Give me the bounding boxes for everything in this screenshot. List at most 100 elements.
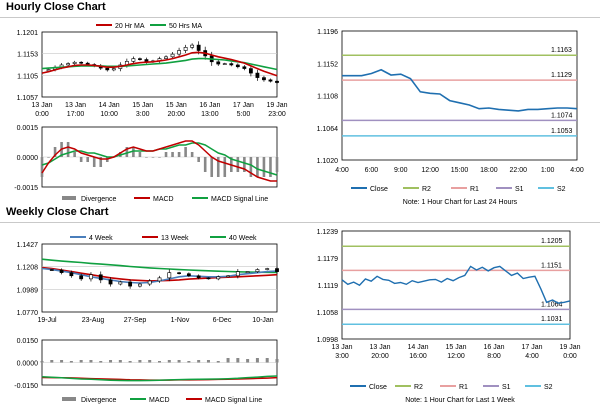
weekly-legend-4week: 4 Week [89, 235, 113, 242]
weekly-candle-body [108, 279, 113, 285]
hourly-x-tick: 20:00 [168, 111, 186, 118]
weekly-candle-body [216, 276, 221, 280]
hourly-pivot-s1-label: 1.1074 [551, 112, 573, 119]
hourly-divergence-bar [47, 157, 50, 158]
hourly-divergence-bar [177, 152, 181, 157]
weekly-macd-y-tick: -0.0150 [14, 383, 38, 390]
weekly-pivot-x-tick: 4:00 [525, 353, 539, 360]
weekly-pivot-x-tick: 16:00 [409, 353, 427, 360]
weekly-pivot-note: Note: 1 Hour Chart for Last 1 Week [405, 397, 515, 404]
hourly-legend-divergence: Divergence [81, 196, 117, 203]
hourly-pivot-y-tick: 1.1196 [317, 29, 338, 36]
hourly-divergence-bar [256, 157, 259, 177]
weekly-divergence-bar [40, 361, 44, 363]
weekly-pivot-legend-s1: S1 [502, 384, 511, 391]
weekly-pivot-r1-label: 1.1151 [541, 262, 562, 269]
hourly-pivot-x-tick: 4:00 [335, 167, 349, 174]
weekly-legend-macd: MACD [149, 397, 170, 404]
hourly-candle-body [79, 61, 84, 64]
weekly-candle-body [196, 275, 201, 279]
weekly-price-y-tick: 1.0989 [17, 287, 39, 294]
weekly-legend-divergence: Divergence [81, 397, 117, 404]
weekly-x-tick: 10-Jan [252, 317, 274, 324]
hourly-x-tick: 3:00 [136, 111, 150, 118]
weekly-pivot-legend-r2: R2 [414, 384, 423, 391]
hourly-divergence-bar [92, 157, 96, 167]
hourly-section-title: Hourly Close Chart [6, 1, 106, 13]
hourly-candle-body [66, 63, 71, 66]
hourly-ma20-line [41, 51, 278, 77]
hourly-divergence-bar [190, 152, 194, 157]
weekly-price-y-tick: 1.1208 [17, 265, 39, 272]
hourly-pivot-x-tick: 22:00 [509, 167, 527, 174]
hourly-divergence-bar [262, 157, 266, 177]
hourly-divergence-bar [145, 157, 148, 158]
hourly-divergence-bar [158, 157, 161, 158]
hourly-pivot-x-tick: 6:00 [365, 167, 379, 174]
hourly-legend-signal: MACD Signal Line [211, 196, 268, 203]
weekly-pivot-y-tick: 1.1239 [317, 229, 339, 236]
weekly-divergence-bar [255, 358, 259, 363]
hourly-pivot-r2-label: 1.1163 [551, 47, 572, 54]
weekly-pivot-x-tick: 13 Jan [331, 344, 352, 351]
weekly-pivot-legend-close: Close [369, 384, 387, 391]
hourly-candle-body [111, 68, 116, 71]
weekly-x-tick: 1-Nov [171, 317, 190, 324]
hourly-pivot-note: Note: 1 Hour Chart for Last 24 Hours [403, 199, 518, 206]
weekly-divergence-bar [167, 360, 171, 363]
weekly-candle-body [79, 275, 84, 280]
hourly-legend-ma20: 20 Hr MA [115, 23, 145, 30]
weekly-macd-line [41, 375, 278, 382]
weekly-divergence-bar [187, 361, 191, 363]
hourly-divergence-bar [210, 157, 214, 177]
weekly-macd-y-tick: 0.0000 [17, 361, 39, 368]
hourly-candle-body [177, 50, 181, 55]
hourly-candle-body [229, 63, 234, 66]
hourly-divergence-bar [151, 157, 155, 158]
hourly-candle-body [72, 61, 77, 64]
hourly-pivot-legend-s1: S1 [515, 186, 524, 193]
hourly-pivot-y-tick: 1.1020 [317, 158, 339, 165]
weekly-divergence-bar [79, 360, 83, 363]
hourly-divergence-bar [53, 147, 57, 157]
weekly-divergence-bar [246, 359, 250, 363]
hourly-pivot-x-tick: 4:00 [570, 167, 584, 174]
weekly-candle-body [206, 277, 211, 280]
hourly-divergence-bar [249, 157, 253, 177]
weekly-candle-body [167, 272, 172, 279]
weekly-price-y-tick: 1.0770 [17, 310, 39, 317]
weekly-legend-signal: MACD Signal Line [205, 397, 262, 404]
hourly-macd-line [41, 140, 277, 182]
hourly-candle-body [131, 58, 136, 62]
hourly-x-tick: 13 Jan [31, 102, 52, 109]
hourly-pivot-x-tick: 9:00 [394, 167, 408, 174]
weekly-x-tick: 23-Aug [82, 317, 105, 324]
weekly-x-tick: 27-Sep [124, 317, 147, 324]
hourly-divergence-bar [275, 157, 279, 172]
weekly-divergence-bar [206, 360, 210, 363]
weekly-divergence-bar [226, 358, 230, 363]
weekly-candle-body [275, 268, 279, 272]
weekly-candle-body [186, 273, 191, 277]
hourly-legend-divergence-swatch [62, 196, 76, 200]
hourly-candle-body [255, 72, 260, 78]
weekly-price-y-tick: 1.1427 [17, 242, 39, 249]
hourly-divergence-bar [184, 147, 187, 157]
hourly-pivot-close-line [342, 68, 578, 112]
weekly-pivot-x-tick: 16 Jan [483, 344, 504, 351]
hourly-divergence-bar [236, 157, 240, 172]
weekly-divergence-bar [138, 360, 142, 363]
weekly-pivot-y-tick: 1.1058 [317, 310, 339, 317]
weekly-divergence-bar [89, 360, 93, 363]
hourly-macd-signal-line [41, 142, 278, 176]
weekly-divergence-bar [69, 361, 73, 363]
hourly-pivot-y-tick: 1.1152 [317, 61, 338, 68]
weekly-pivot-x-tick: 0:00 [563, 353, 577, 360]
hourly-x-tick: 17:00 [67, 111, 85, 118]
weekly-divergence-bar [177, 360, 181, 363]
weekly-pivot-y-tick: 1.1179 [317, 256, 338, 263]
hourly-candle-body [170, 53, 175, 58]
hourly-divergence-bar [40, 157, 44, 177]
weekly-pivot-s2-label: 1.1031 [541, 316, 563, 323]
hourly-candle-body [183, 47, 188, 51]
